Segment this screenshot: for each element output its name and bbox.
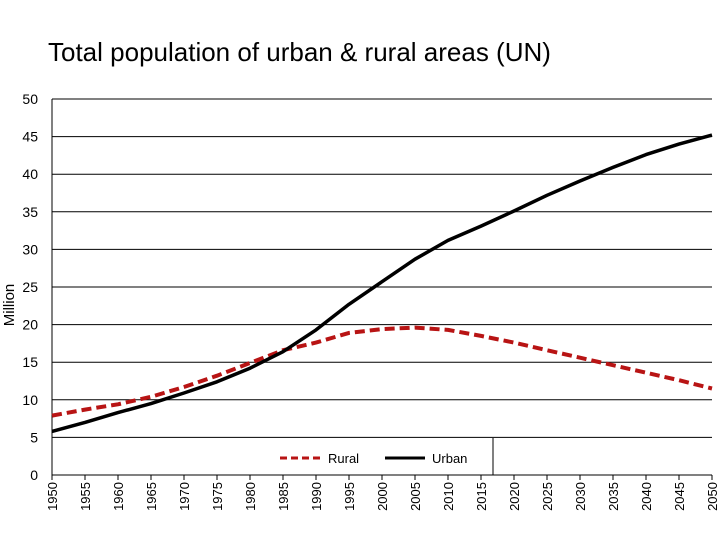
series-line-urban <box>52 135 712 431</box>
x-tick-label: 1985 <box>276 482 291 511</box>
x-tick-label: 2050 <box>705 482 720 511</box>
legend-label-urban: Urban <box>432 451 467 466</box>
chart-title: Total population of urban & rural areas … <box>48 37 551 67</box>
x-tick-label: 2005 <box>408 482 423 511</box>
x-tick-label: 2045 <box>672 482 687 511</box>
x-tick-label: 2015 <box>474 482 489 511</box>
grid-lines <box>52 99 712 437</box>
x-tick-label: 1950 <box>45 482 60 511</box>
legend: Rural Urban <box>262 438 494 475</box>
x-tick-label: 2000 <box>375 482 390 511</box>
y-tick-label: 0 <box>30 467 38 483</box>
y-axis-label: Million <box>1 284 18 327</box>
legend-label-rural: Rural <box>328 451 359 466</box>
series-lines <box>52 135 712 431</box>
y-tick-label: 30 <box>22 241 38 257</box>
y-tick-label: 10 <box>22 392 38 408</box>
x-tick-label: 1990 <box>309 482 324 511</box>
y-tick-label: 35 <box>22 204 38 220</box>
y-tick-label: 50 <box>22 91 38 107</box>
y-tick-label: 15 <box>22 354 38 370</box>
y-tick-label: 45 <box>22 129 38 145</box>
x-tick-label: 2025 <box>540 482 555 511</box>
y-tick-label: 40 <box>22 166 38 182</box>
x-tick-label: 1995 <box>342 482 357 511</box>
x-tick-label: 2040 <box>639 482 654 511</box>
x-tick-label: 1975 <box>210 482 225 511</box>
x-tick-label: 2030 <box>573 482 588 511</box>
x-tick-label: 2010 <box>441 482 456 511</box>
x-tick-label: 1955 <box>78 482 93 511</box>
x-tick-label: 1965 <box>144 482 159 511</box>
x-tick-label: 2035 <box>606 482 621 511</box>
x-tick-label: 2020 <box>507 482 522 511</box>
x-tick-label: 1960 <box>111 482 126 511</box>
y-tick-label: 5 <box>30 429 38 445</box>
y-tick-label: 20 <box>22 317 38 333</box>
x-tick-label: 1970 <box>177 482 192 511</box>
y-tick-label: 25 <box>22 279 38 295</box>
x-tick-label: 1980 <box>243 482 258 511</box>
